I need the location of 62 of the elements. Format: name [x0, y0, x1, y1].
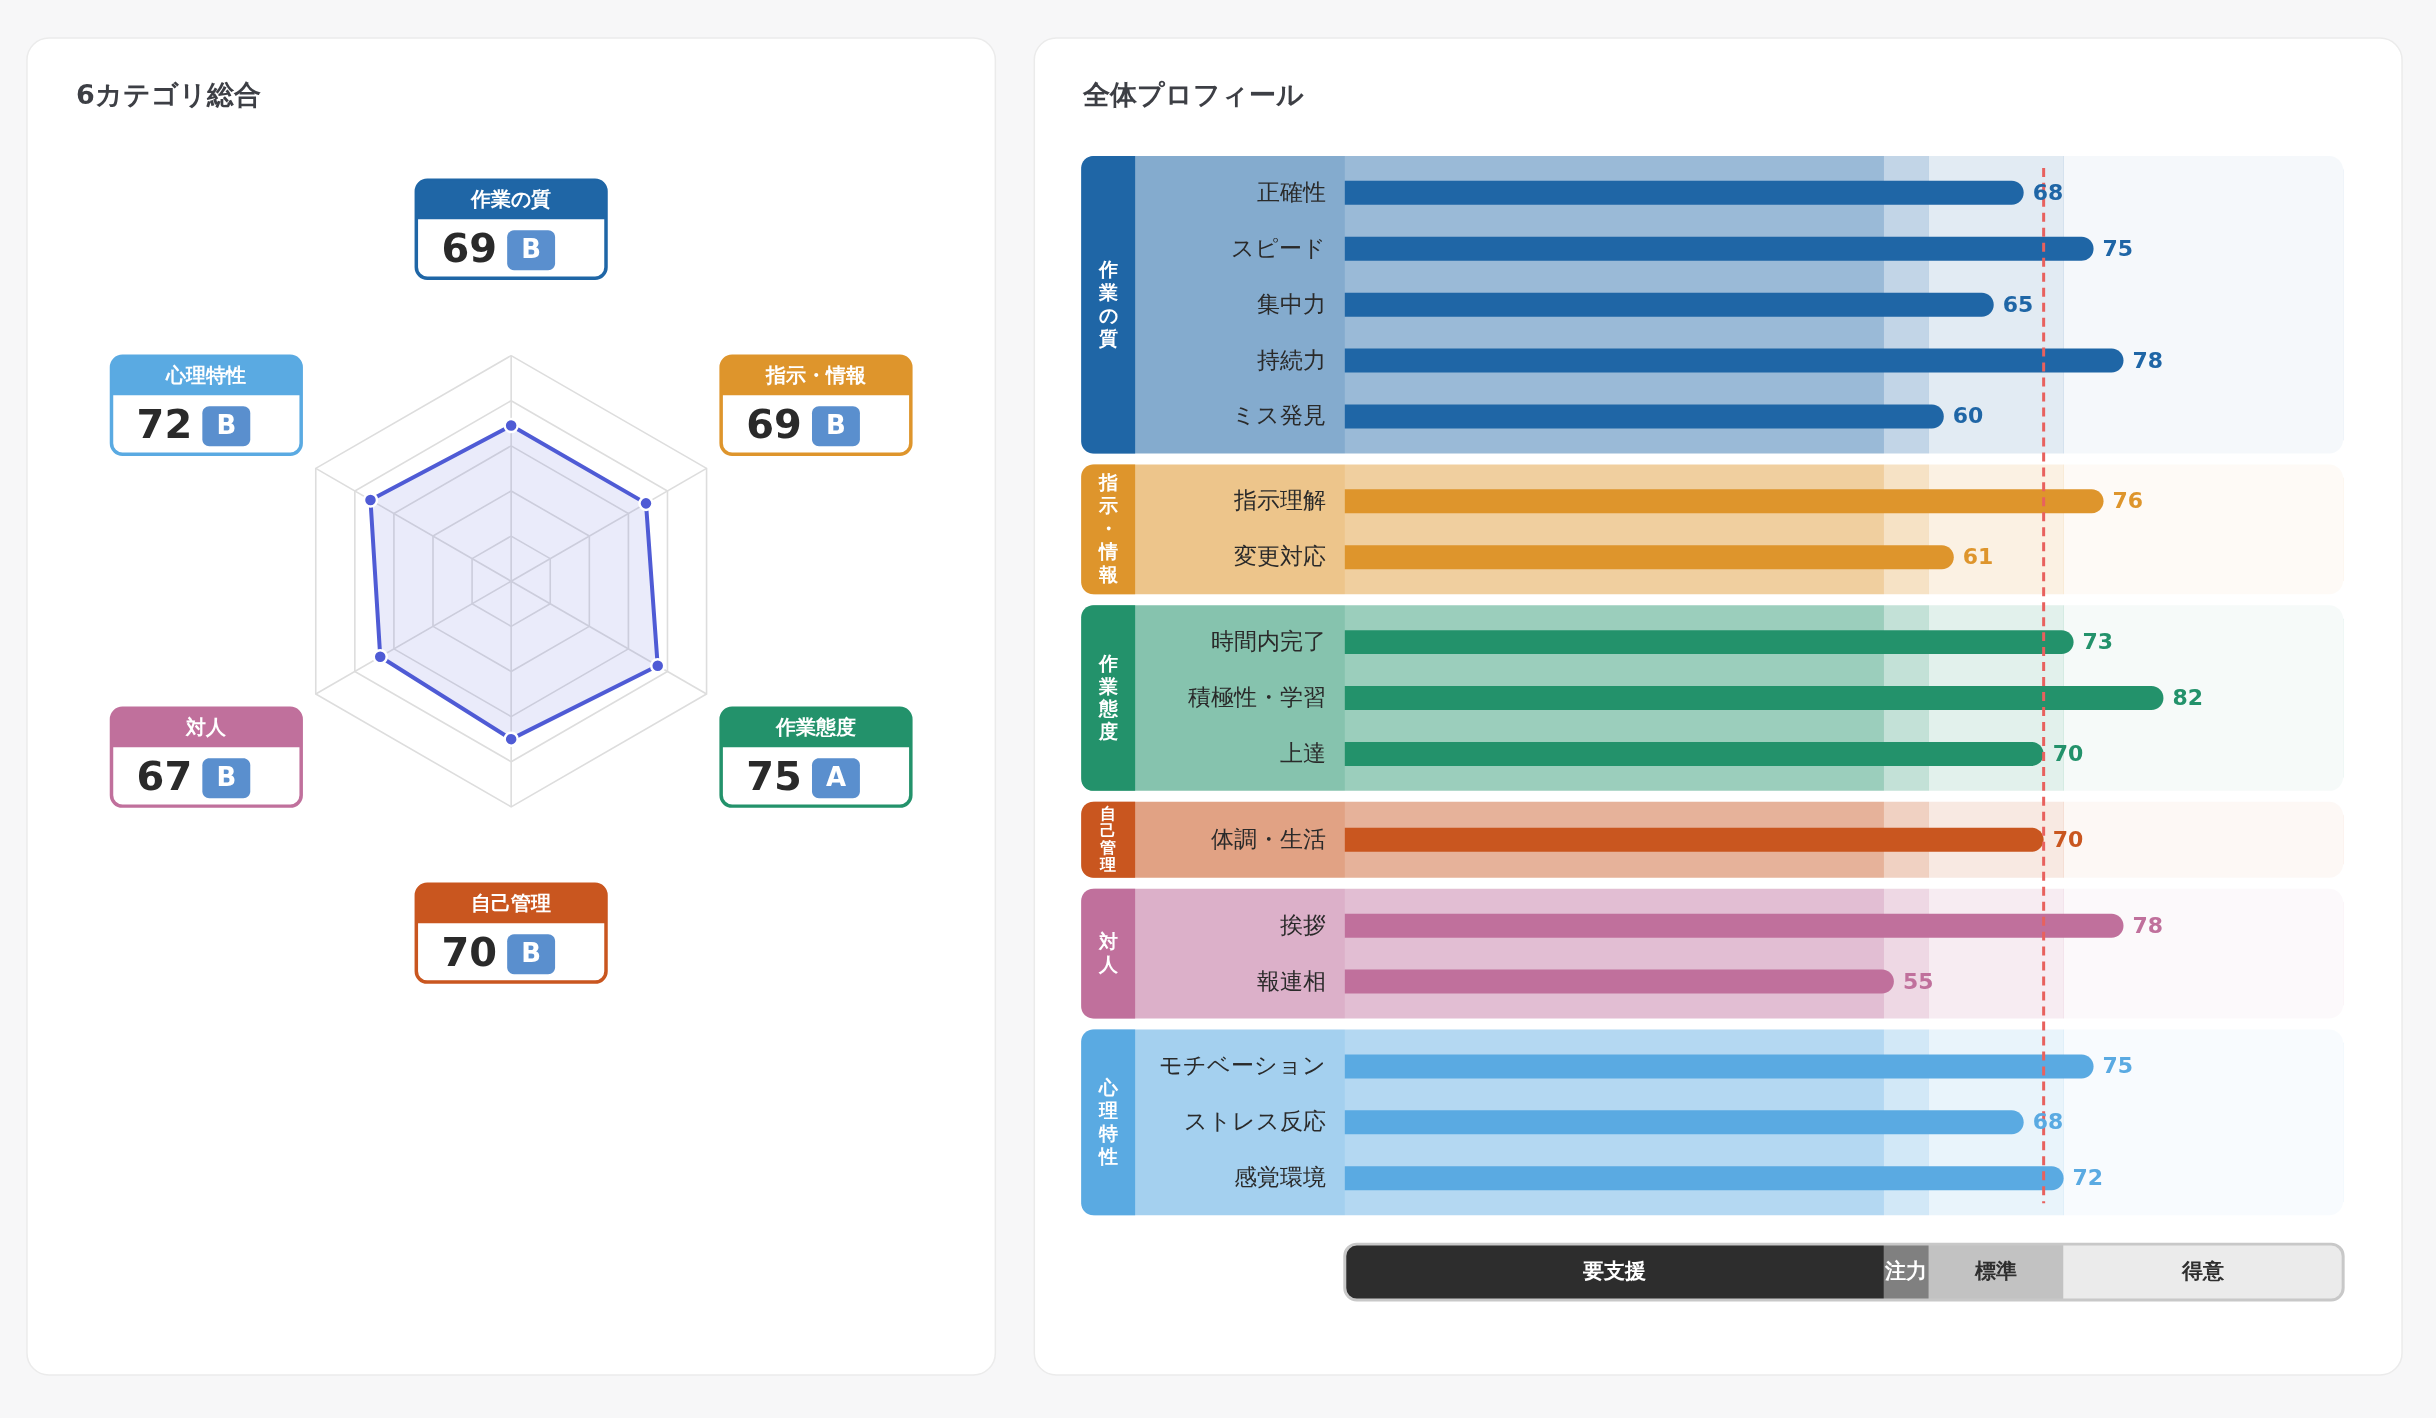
text: 72: [136, 401, 193, 448]
text: 70: [441, 929, 498, 976]
text: 75: [746, 753, 802, 800]
data-label: 61: [1962, 544, 1994, 570]
text: B: [521, 234, 542, 265]
spoke-label: 心理特性: [165, 363, 247, 388]
spoke-label: 指示・情報: [764, 363, 867, 388]
text: B: [521, 938, 542, 969]
band-label: 作業態度: [1097, 651, 1119, 743]
y-tick-label: 持続力: [1256, 346, 1326, 373]
spoke-label: 作業態度: [774, 715, 856, 740]
data-label: 70: [2052, 740, 2084, 766]
text: 69: [441, 225, 498, 272]
band-label: 注力: [1884, 1259, 1928, 1284]
y-tick-label: ミス発見: [1231, 402, 1326, 429]
y-tick-label: モチベーション: [1158, 1052, 1326, 1079]
y-tick-label: スピード: [1230, 234, 1326, 261]
text: 69: [746, 401, 802, 448]
y-tick-label: 感覚環境: [1233, 1164, 1326, 1191]
spoke-label: 自己管理: [471, 891, 552, 916]
chart-title: 6カテゴリ総合: [75, 79, 261, 110]
data-label: 70: [2052, 826, 2084, 852]
band-label: 作業の質: [1097, 258, 1118, 350]
y-tick-label: 指示理解: [1232, 487, 1326, 514]
y-tick-label: 挨拶: [1279, 911, 1326, 938]
band-label: 標準: [1974, 1259, 2018, 1284]
y-tick-label: 時間内完了: [1210, 628, 1326, 655]
data-label: 55: [1902, 968, 1934, 994]
y-tick-label: 上達: [1279, 739, 1326, 766]
band-label: 指示・情報: [1097, 471, 1119, 586]
chart-title: 全体プロフィール: [1082, 79, 1305, 110]
y-tick-label: 集中力: [1256, 290, 1326, 317]
band-label: 要支援: [1581, 1259, 1646, 1284]
band-label: 自己管理: [1099, 804, 1117, 875]
data-label: 78: [2132, 912, 2164, 938]
y-tick-label: 積極性・学習: [1187, 684, 1326, 711]
y-tick-label: 報連相: [1256, 967, 1326, 994]
band-label: 得意: [2181, 1259, 2226, 1284]
text: 67: [136, 753, 193, 800]
data-label: 68: [2032, 179, 2064, 205]
text: B: [216, 410, 237, 441]
data-label: 78: [2132, 347, 2164, 373]
data-label: 75: [2102, 1053, 2134, 1079]
y-tick-label: 体調・生活: [1210, 825, 1326, 852]
text: B: [216, 762, 237, 793]
data-label: 73: [2082, 629, 2114, 655]
text: A: [825, 762, 846, 793]
y-tick-label: ストレス反応: [1183, 1108, 1326, 1135]
y-tick-label: 変更対応: [1233, 543, 1326, 570]
spoke-label: 対人: [185, 715, 228, 740]
data-label: 75: [2102, 235, 2134, 261]
y-tick-label: 正確性: [1256, 178, 1326, 205]
data-label: 68: [2032, 1109, 2064, 1135]
spoke-label: 作業の質: [470, 187, 552, 212]
band-label: 対人: [1097, 930, 1119, 976]
text: B: [826, 410, 846, 441]
data-label: 82: [2172, 685, 2203, 711]
band-label: 心理特性: [1097, 1075, 1119, 1167]
data-label: 72: [2072, 1165, 2104, 1191]
data-label: 65: [2002, 291, 2034, 317]
data-label: 60: [1952, 403, 1984, 429]
data-label: 76: [2112, 488, 2144, 514]
